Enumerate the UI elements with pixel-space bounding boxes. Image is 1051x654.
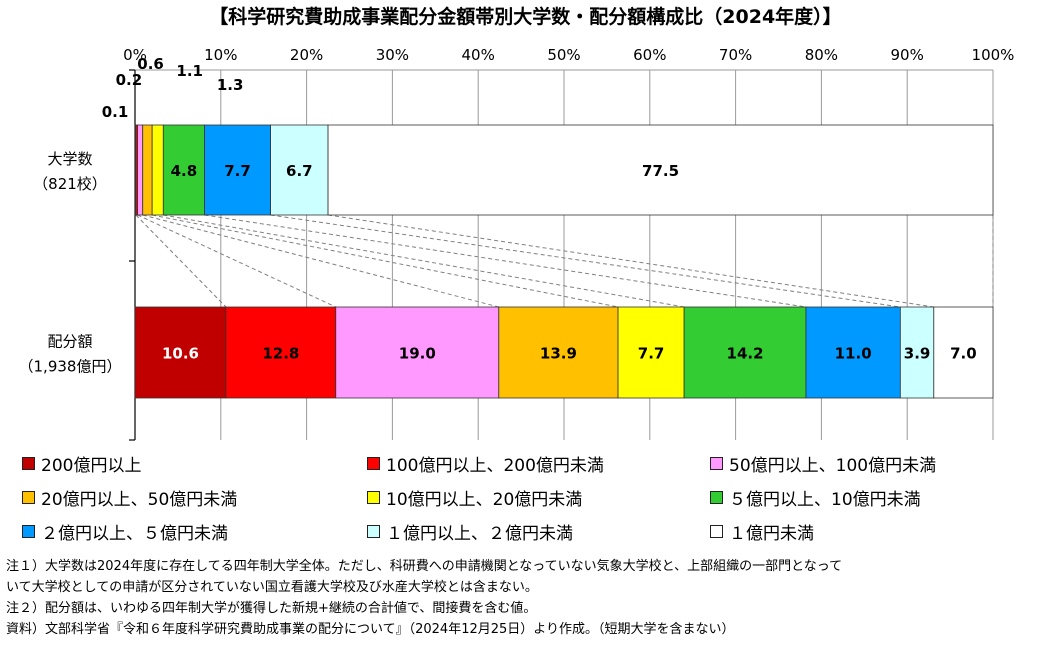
- chart-title: 【科学研究費助成事業配分金額帯別大学数・配分額構成比（2024年度）】: [209, 6, 842, 28]
- data-label: 13.9: [540, 345, 577, 363]
- bar-segment: [137, 124, 144, 216]
- bar-segment: [335, 306, 500, 399]
- connector-line: [327, 214, 934, 308]
- data-label: 7.7: [224, 162, 251, 180]
- legend-swatch: [22, 524, 35, 538]
- legend-label: ５億円以上、10億円未満: [729, 489, 921, 510]
- bar-segment: [805, 306, 901, 399]
- data-label: 4.8: [171, 162, 198, 180]
- stacked-bar-chart: 0% 10% 20% 30% 40% 50% 60% 70% 80% 90% 100% 大学数 （821…: [19, 46, 1015, 441]
- footnote-line: 注１）大学数は2024年度に存在してる四年制大学全体。ただし、科研費への申請機関…: [6, 559, 843, 574]
- legend-swatch: [710, 524, 723, 538]
- connector-line: [204, 214, 807, 308]
- category-label: （821校）: [33, 175, 107, 193]
- connector-line: [152, 214, 619, 308]
- legend-swatch: [367, 490, 380, 504]
- data-label: 1.1: [176, 62, 203, 80]
- bar-segment: [683, 306, 807, 399]
- x-tick-label: 20%: [290, 46, 323, 64]
- bar-segment: [617, 306, 685, 399]
- legend-item: １億円以上、２億円未満: [367, 516, 573, 546]
- legend-label: 20億円以上、50億円未満: [41, 489, 238, 510]
- legend-swatch: [710, 490, 723, 504]
- legend-swatch: [22, 490, 35, 504]
- connector-line: [135, 214, 227, 308]
- footnote-line: いて大学校としての申請が区分されていない国立看護大学校及び水産大学校とは含まない…: [6, 580, 538, 595]
- legend-item: 100億円以上、200億円未満: [367, 448, 604, 478]
- legend-swatch: [22, 456, 35, 470]
- legend-swatch: [710, 456, 723, 470]
- bar-segment: [151, 124, 164, 216]
- x-tick-label: 40%: [462, 46, 495, 64]
- bar-segment: [899, 306, 935, 399]
- legend-item: 200億円以上: [22, 448, 141, 478]
- x-tick-label: 60%: [633, 46, 666, 64]
- category-label: （1,938億円）: [19, 358, 122, 376]
- legend-item: 20億円以上、50億円未満: [22, 482, 237, 512]
- legend-label: 200億円以上: [41, 455, 142, 476]
- connector-line: [163, 214, 685, 308]
- footnote-line: 注２）配分額は、いわゆる四年制大学が獲得した新規+継続の合計値で、間接費を含む値…: [6, 601, 537, 616]
- data-label: 7.7: [638, 345, 665, 363]
- legend-label: 100億円以上、200億円未満: [386, 455, 604, 476]
- data-label: 10.6: [162, 345, 199, 363]
- x-tick-label: 50%: [547, 46, 580, 64]
- data-label: 77.5: [642, 162, 679, 180]
- data-label: 7.0: [950, 345, 977, 363]
- x-tick-label: 70%: [719, 46, 752, 64]
- bar-segment: [933, 306, 994, 399]
- legend-swatch: [367, 456, 380, 470]
- data-label: 0.6: [137, 55, 164, 73]
- footnotes: 注１）大学数は2024年度に存在してる四年制大学全体。ただし、科研費への申請機関…: [6, 556, 1046, 640]
- data-label: 12.8: [262, 345, 299, 363]
- data-label: 14.2: [727, 345, 764, 363]
- data-label: 0.2: [116, 71, 143, 89]
- legend-label: １億円未満: [729, 523, 814, 544]
- data-label: 11.0: [835, 345, 872, 363]
- data-label: 0.1: [102, 103, 129, 121]
- legend-swatch: [367, 524, 380, 538]
- legend-item: ５億円以上、10億円未満: [710, 482, 921, 512]
- x-tick-label: 100%: [972, 46, 1015, 64]
- legend-label: １億円以上、２億円未満: [386, 523, 573, 544]
- connector-line: [270, 214, 901, 308]
- bar-segment: [134, 306, 227, 399]
- x-tick-label: 80%: [805, 46, 838, 64]
- legend-item: １億円未満: [710, 516, 814, 546]
- x-tick-label: 90%: [891, 46, 924, 64]
- legend-label: 50億円以上、100億円未満: [729, 455, 937, 476]
- connector-line: [137, 214, 336, 308]
- data-label: 19.0: [399, 345, 436, 363]
- data-label: 3.9: [904, 345, 931, 363]
- legend-item: 50億円以上、100億円未満: [710, 448, 936, 478]
- x-tick-label: 0%: [123, 46, 147, 64]
- legend-label: ２億円以上、５億円未満: [41, 523, 228, 544]
- footnote-line: 資料）文部科学省『令和６年度科学研究費助成事業の配分について』（2024年12月…: [6, 622, 735, 637]
- category-label: 配分額: [47, 333, 92, 351]
- bar-segment: [142, 124, 153, 216]
- legend-label: 10億円以上、20億円未満: [386, 489, 583, 510]
- x-tick-label: 30%: [376, 46, 409, 64]
- legend-item: ２億円以上、５億円未満: [22, 516, 228, 546]
- category-label: 大学数: [47, 150, 92, 168]
- chart-legend: 200億円以上 100億円以上、200億円未満 50億円以上、100億円未満 2…: [22, 448, 1022, 553]
- bar-segment: [225, 306, 337, 399]
- data-label: 6.7: [286, 162, 313, 180]
- bar-segment: [327, 124, 994, 216]
- connector-line: [142, 214, 499, 308]
- bar-segment: [270, 124, 329, 216]
- data-label: 1.3: [217, 76, 244, 94]
- x-tick-label: 10%: [204, 46, 237, 64]
- legend-item: 10億円以上、20億円未満: [367, 482, 582, 512]
